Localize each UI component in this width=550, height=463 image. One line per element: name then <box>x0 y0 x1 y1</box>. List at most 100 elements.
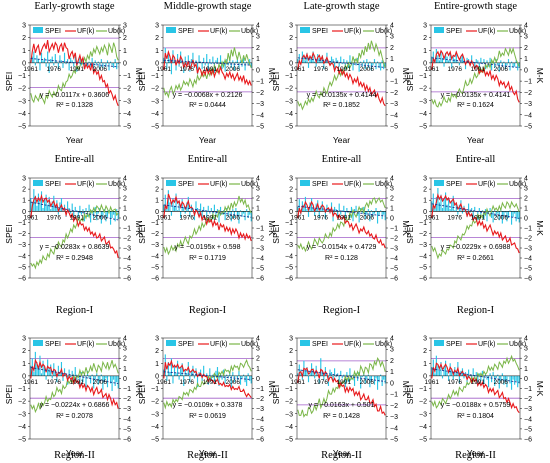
y-tick-label: 2 <box>289 35 293 42</box>
chart-panel: −6 −5 −4 −3 −2 −1 0 1 2 3 −6 −5 −4 −3 −2 −1 0 1 2 3 4 1961 197… <box>271 176 411 283</box>
spei-bar <box>187 55 189 63</box>
spei-bar <box>503 375 505 385</box>
y-right-tick-label: −1 <box>123 386 131 393</box>
panels-layer: −5 −4 −3 −2 −1 0 1 2 3 −5 −4 −3 −2 −1 0 1 2 3 1961 1976 1991… <box>4 23 545 459</box>
y-right-tick-label: −1 <box>524 226 532 233</box>
spei-bar <box>186 373 188 376</box>
spei-bar <box>477 375 479 386</box>
spei-bar <box>175 193 177 212</box>
x-axis-label: Year <box>199 448 216 458</box>
spei-bar <box>306 209 308 212</box>
y-right-tick-label: −2 <box>524 396 532 403</box>
legend-swatch-spei <box>166 340 176 346</box>
spei-bar <box>494 375 496 386</box>
y-tick-label: 1 <box>289 198 293 205</box>
y-axis-label: SPEI <box>137 72 147 91</box>
spei-bar <box>297 206 299 212</box>
spei-bar <box>189 375 191 383</box>
spei-bar <box>71 370 73 376</box>
y-right-tick-label: 2 <box>390 45 394 52</box>
y-right-tick-label: 0 <box>390 380 394 387</box>
spei-bar <box>44 57 46 63</box>
spei-bar <box>175 62 177 71</box>
y-right-tick-label: −2 <box>524 90 532 97</box>
y-tick-label: 1 <box>423 361 427 368</box>
y-right-tick-label: 4 <box>524 23 528 30</box>
spei-bar <box>218 375 220 386</box>
spei-bar <box>498 62 500 72</box>
spei-bar <box>79 205 81 212</box>
trend-equation: y = −0.0224x + 0.6866 <box>40 402 110 409</box>
y-tick-label: −2 <box>285 399 293 406</box>
y-tick-label: 2 <box>155 348 159 355</box>
y-right-tick-label: 2 <box>123 196 127 203</box>
spei-bar <box>100 374 102 376</box>
spei-bar <box>438 202 441 212</box>
spei-bar <box>517 62 519 71</box>
spei-bar <box>200 203 202 212</box>
y-tick-label: −6 <box>285 276 293 283</box>
y-tick-label: −3 <box>18 242 26 249</box>
legend-label: UF(k) <box>210 341 228 348</box>
spei-bar <box>177 360 179 376</box>
spei-bar <box>173 205 176 212</box>
trend-equation: y = −0.0068x + 0.2126 <box>173 92 243 99</box>
spei-bar <box>360 61 362 63</box>
spei-bar <box>203 365 205 376</box>
spei-bar <box>210 62 212 65</box>
spei-bar <box>327 208 330 212</box>
spei-bar <box>44 367 46 376</box>
spei-bar <box>383 375 385 380</box>
x-tick-label: 1991 <box>337 379 352 386</box>
spei-bar <box>480 375 482 381</box>
y-right-tick-label: 1 <box>123 48 127 55</box>
spei-bar <box>241 375 243 379</box>
spei-bar <box>227 211 229 217</box>
y-right-tick-label: −5 <box>256 266 264 273</box>
spei-bar <box>178 62 180 67</box>
trend-line <box>431 57 520 68</box>
y-tick-label: 3 <box>289 176 293 183</box>
x-tick-label: 1976 <box>448 214 463 221</box>
y-tick-label: 3 <box>289 336 293 343</box>
spei-bar <box>223 369 225 376</box>
spei-bar <box>175 373 177 376</box>
legend-label: Ub(k) <box>241 181 258 188</box>
spei-bar <box>440 361 442 376</box>
spei-bar <box>76 375 78 380</box>
spei-bar <box>353 209 356 212</box>
y-tick-label: −4 <box>151 424 159 431</box>
spei-bar <box>74 56 76 63</box>
x-tick-label: 1961 <box>24 66 39 73</box>
spei-bar <box>346 60 348 63</box>
spei-bar <box>230 211 232 222</box>
panel-title: Region-I <box>457 305 495 316</box>
spei-bar <box>474 62 476 68</box>
trend-line <box>163 371 252 381</box>
y-right-tick-label: −3 <box>524 246 532 253</box>
trend-r2: R² = 0.2948 <box>56 255 93 262</box>
trend-line <box>30 367 119 385</box>
spei-bar <box>207 62 209 71</box>
y-right-tick-label: −6 <box>524 437 532 444</box>
y-tick-label: −2 <box>285 231 293 238</box>
spei-bar <box>183 206 185 212</box>
panel-title: Region-I <box>323 305 361 316</box>
y-tick-label: −5 <box>285 264 293 271</box>
spei-bar <box>116 375 118 383</box>
spei-bar <box>483 59 485 63</box>
y-tick-label: 0 <box>155 209 159 216</box>
y-right-tick-label: −1 <box>123 226 131 233</box>
spei-bar <box>469 211 471 213</box>
y-right-axis-label: M-K <box>267 68 277 84</box>
y-right-tick-label: 4 <box>256 23 260 30</box>
spei-bar <box>210 208 212 212</box>
spei-bar <box>355 62 357 66</box>
x-tick-label: 2006 <box>494 379 509 386</box>
x-axis-label: Year <box>66 135 83 145</box>
x-tick-label: 2006 <box>494 66 509 73</box>
x-axis-label: Year <box>333 135 350 145</box>
y-right-tick-label: 3 <box>256 34 260 41</box>
spei-bar <box>334 206 336 212</box>
spei-bar <box>320 358 322 376</box>
